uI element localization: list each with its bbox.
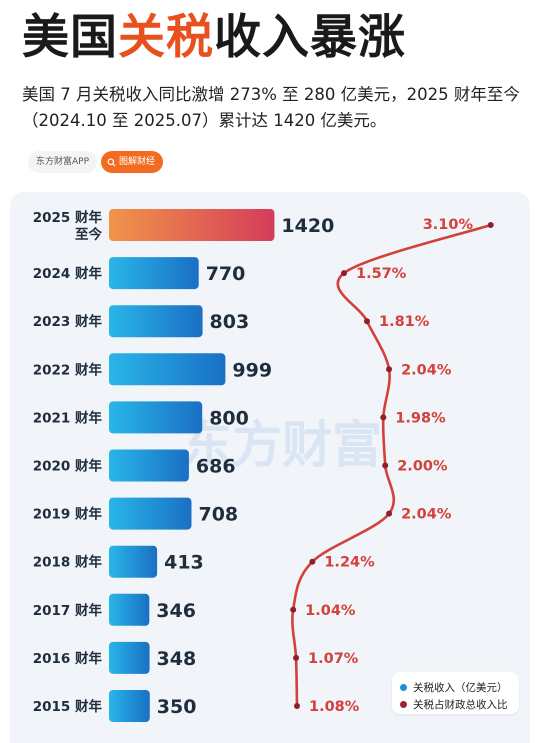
legend: 关税收入（亿美元） 关税占财政总收入比 [392, 672, 519, 714]
category-label-line: 2016 财年 [33, 650, 103, 667]
bar-value-label: 770 [206, 263, 246, 285]
title-prefix: 美国 [22, 10, 118, 65]
category-label: 2023 财年 [33, 313, 103, 330]
bar [109, 545, 158, 578]
bar [109, 401, 203, 434]
ratio-point [386, 510, 393, 517]
ratio-point [380, 414, 387, 421]
ratio-value-label: 1.04% [305, 603, 356, 619]
category-label: 2017 财年 [33, 602, 103, 619]
ratio-point [382, 462, 389, 469]
bar [109, 353, 226, 386]
bar [109, 449, 189, 482]
ratio-value-label: 2.00% [397, 459, 448, 475]
category-label-line: 2022 财年 [33, 361, 103, 378]
legend-label-revenue: 关税收入（亿美元） [413, 682, 508, 694]
bar-value-label: 800 [209, 407, 249, 429]
bar [109, 209, 275, 241]
category-label: 2018 财年 [33, 554, 103, 571]
ratio-point [364, 318, 371, 325]
bar [109, 305, 203, 338]
category-label: 2024 财年 [33, 265, 103, 282]
ratio-line [291, 223, 492, 707]
chart-panel [10, 192, 530, 743]
category-label: 2021 财年 [33, 409, 103, 426]
bar-value-label: 413 [164, 552, 204, 574]
category-label: 2020 财年 [33, 458, 103, 475]
bar [109, 497, 192, 530]
bar-value-label: 686 [196, 456, 236, 478]
bar-value-label: 350 [157, 696, 197, 718]
source-badges: 东方财富APP 图解财经 [28, 151, 164, 173]
legend-label-ratio: 关税占财政总收入比 [413, 699, 508, 711]
watermark: 东方财富 [182, 416, 382, 474]
ratio-value-label: 2.04% [401, 507, 452, 523]
category-label: 2015 财年 [33, 698, 103, 715]
bar-value-label: 348 [157, 648, 197, 670]
ratio-value-label: 1.98% [395, 410, 446, 426]
bar-value-label: 1420 [281, 215, 334, 237]
category-label-line: 2025 财年 [33, 209, 103, 226]
title-highlight: 关税 [118, 10, 214, 65]
ratio-point [290, 606, 297, 613]
ratio-value-label: 1.24% [324, 555, 375, 571]
ratio-value-label: 1.81% [379, 314, 430, 330]
category-label: 2016 财年 [33, 650, 103, 667]
ratio-value-label: 1.57% [356, 266, 407, 282]
bar-value-label: 708 [198, 504, 238, 526]
title-suffix: 收入暴涨 [214, 10, 406, 65]
category-label: 2025 财年至今 [33, 209, 103, 243]
tag-badge[interactable]: 图解财经 [101, 151, 164, 173]
ratio-point [487, 222, 494, 228]
ratio-value-label: 3.10% [423, 217, 474, 233]
app-badge[interactable]: 东方财富APP [28, 151, 98, 173]
category-label-line: 2017 财年 [33, 602, 103, 619]
legend-marker-ratio [400, 701, 407, 708]
bar [109, 257, 199, 290]
category-label-line: 2019 财年 [33, 506, 103, 523]
subtitle: 美国 7 月关税收入同比激增 273% 至 280 亿美元，2025 财年至今（… [22, 85, 520, 130]
category-label-line: 2024 财年 [33, 265, 103, 282]
bar [109, 641, 150, 674]
tag-label: 图解财经 [119, 157, 156, 167]
bar [109, 593, 150, 626]
legend-marker-revenue [400, 684, 407, 691]
category-label-line: 2023 财年 [33, 313, 103, 330]
ratio-value-label: 1.08% [309, 699, 360, 715]
search-icon [107, 157, 116, 167]
ratio-value-label: 1.07% [308, 651, 359, 667]
ratio-point [386, 366, 393, 373]
category-label-line: 2018 财年 [33, 554, 103, 571]
ratio-point [293, 654, 300, 661]
category-label: 2019 财年 [33, 506, 103, 523]
bar-value-label: 999 [232, 359, 272, 381]
bar [109, 690, 150, 722]
bar-value-label: 803 [210, 311, 250, 333]
ratio-point [294, 703, 300, 709]
category-label-line: 2015 财年 [33, 698, 103, 715]
category-label-line: 至今 [75, 226, 102, 243]
category-label: 2022 财年 [33, 361, 103, 378]
category-label-line: 2020 财年 [33, 458, 103, 475]
bar-value-label: 346 [156, 600, 196, 622]
ratio-value-label: 2.04% [401, 362, 452, 378]
category-label-line: 2021 财年 [33, 409, 103, 426]
page-title: 美国关税收入暴涨 [22, 2, 406, 74]
legend-item-revenue: 关税收入（亿美元） [400, 680, 508, 695]
ratio-point [309, 558, 316, 565]
ratio-point [340, 270, 347, 277]
legend-item-ratio: 关税占财政总收入比 [400, 697, 508, 712]
